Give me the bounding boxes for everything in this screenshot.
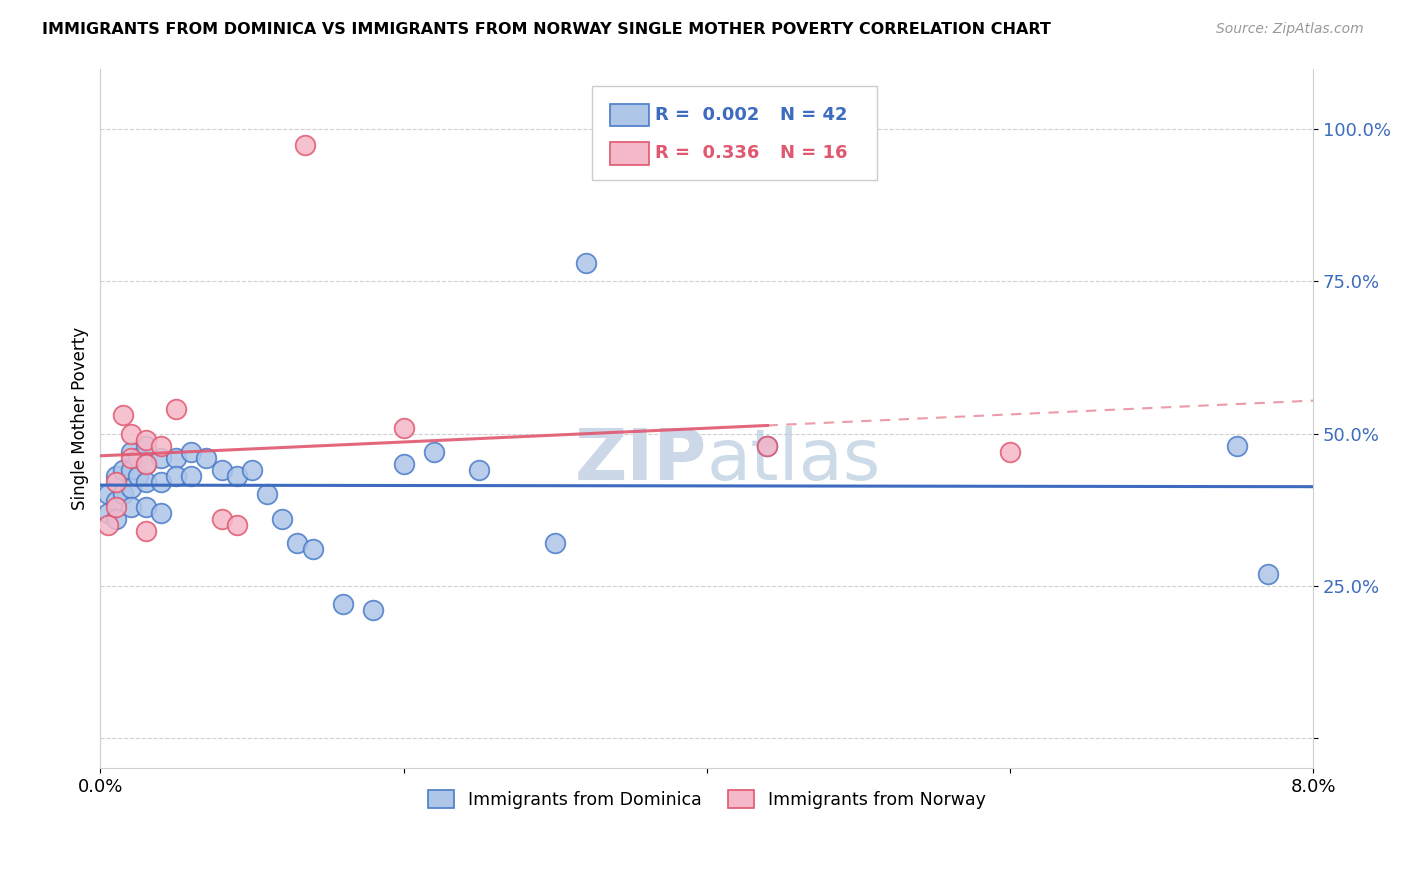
Point <box>180 469 202 483</box>
Point <box>1226 439 1249 453</box>
Text: N = 16: N = 16 <box>779 145 846 162</box>
Point <box>135 475 157 490</box>
Point <box>180 445 202 459</box>
Point <box>104 512 127 526</box>
Point <box>135 433 157 447</box>
Point <box>165 402 187 417</box>
Point <box>104 500 127 514</box>
Point <box>120 445 142 459</box>
Point <box>165 469 187 483</box>
Point <box>135 457 157 471</box>
Point <box>127 469 149 483</box>
Point <box>127 450 149 465</box>
Point <box>211 463 233 477</box>
Text: ZIP: ZIP <box>575 425 707 495</box>
Point <box>225 517 247 532</box>
Point <box>135 524 157 538</box>
Point <box>120 500 142 514</box>
Point <box>756 439 779 453</box>
Point <box>104 493 127 508</box>
Point <box>112 463 135 477</box>
Point <box>756 439 779 453</box>
Text: Source: ZipAtlas.com: Source: ZipAtlas.com <box>1216 22 1364 37</box>
Point <box>135 439 157 453</box>
Point <box>120 450 142 465</box>
Point <box>120 463 142 477</box>
Point <box>112 487 135 501</box>
Point <box>97 487 120 501</box>
Point <box>97 517 120 532</box>
Point <box>1257 566 1279 581</box>
Point <box>468 463 491 477</box>
FancyBboxPatch shape <box>610 142 648 164</box>
FancyBboxPatch shape <box>592 86 876 180</box>
Point <box>256 487 278 501</box>
Text: R =  0.002: R = 0.002 <box>655 106 759 124</box>
Point <box>332 597 354 611</box>
Point <box>135 457 157 471</box>
Point <box>225 469 247 483</box>
Point <box>287 536 309 550</box>
Point <box>271 512 294 526</box>
Point <box>104 469 127 483</box>
Text: R =  0.336: R = 0.336 <box>655 145 759 162</box>
Text: IMMIGRANTS FROM DOMINICA VS IMMIGRANTS FROM NORWAY SINGLE MOTHER POVERTY CORRELA: IMMIGRANTS FROM DOMINICA VS IMMIGRANTS F… <box>42 22 1052 37</box>
Point <box>120 426 142 441</box>
Point <box>150 475 173 490</box>
Point <box>150 506 173 520</box>
Point <box>361 603 384 617</box>
Point <box>150 450 173 465</box>
Point <box>423 445 446 459</box>
Point <box>211 512 233 526</box>
Point <box>150 439 173 453</box>
Point <box>240 463 263 477</box>
Point <box>104 475 127 490</box>
Point <box>195 450 218 465</box>
Y-axis label: Single Mother Poverty: Single Mother Poverty <box>72 326 89 510</box>
Point <box>294 137 316 152</box>
Text: atlas: atlas <box>707 425 882 495</box>
Text: N = 42: N = 42 <box>779 106 846 124</box>
Point <box>112 409 135 423</box>
Point <box>301 542 323 557</box>
Point <box>574 256 596 270</box>
Point <box>165 450 187 465</box>
Point <box>544 536 567 550</box>
Point <box>120 482 142 496</box>
Point <box>392 457 415 471</box>
Point <box>998 445 1021 459</box>
Point <box>135 500 157 514</box>
FancyBboxPatch shape <box>610 104 648 127</box>
Point <box>97 506 120 520</box>
Legend: Immigrants from Dominica, Immigrants from Norway: Immigrants from Dominica, Immigrants fro… <box>422 783 993 815</box>
Point <box>392 420 415 434</box>
